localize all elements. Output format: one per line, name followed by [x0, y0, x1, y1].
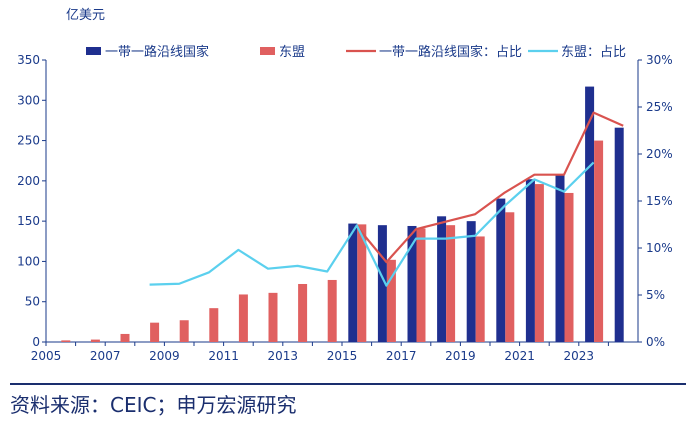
y-left-tick-label: 250	[17, 134, 40, 148]
bar	[90, 339, 100, 342]
y-left-tick-label: 350	[17, 53, 40, 67]
bar	[564, 192, 574, 342]
bar	[377, 225, 387, 342]
bar	[614, 127, 624, 343]
legend-label: 一带一路沿线国家	[105, 44, 209, 60]
bar	[268, 292, 278, 342]
source-note: 资料来源：CEIC；申万宏源研究	[10, 393, 297, 417]
bar	[416, 228, 426, 342]
bar	[348, 223, 358, 342]
y-right-tick-label: 15%	[646, 194, 673, 208]
bar	[120, 333, 130, 342]
x-tick-label: 2019	[445, 349, 476, 363]
x-tick-label: 2007	[90, 349, 121, 363]
bar	[407, 225, 417, 342]
legend-swatch	[260, 47, 275, 55]
x-tick-label: 2015	[327, 349, 358, 363]
series-line	[149, 161, 595, 287]
legend-label: 东盟	[279, 45, 305, 60]
legend-label: 一带一路沿线国家：占比	[379, 44, 522, 60]
bars	[61, 86, 624, 343]
bar	[525, 179, 535, 342]
bar	[446, 225, 456, 342]
source-divider	[10, 383, 686, 385]
x-tick-label: 2013	[268, 349, 299, 363]
y-right-tick-label: 10%	[646, 241, 673, 255]
x-tick-label: 2009	[149, 349, 180, 363]
bar	[466, 221, 476, 342]
legend-label: 东盟：占比	[561, 45, 626, 60]
y-right-tick-label: 0%	[646, 335, 665, 349]
bar	[327, 279, 337, 342]
y-right-tick-label: 5%	[646, 288, 665, 302]
y-left-tick-label: 150	[17, 214, 40, 228]
bar	[555, 175, 565, 342]
y-left-tick-label: 100	[17, 254, 40, 268]
chart: 0 50 100 150 200 250 300 350 0% 5% 10% 15% 20% 25% 30%…	[17, 8, 673, 363]
y-right-tick-label: 20%	[646, 147, 673, 161]
bar	[298, 283, 308, 342]
tick-labels: 0 50 100 150 200 250 300 350 0% 5% 10% 15% 20% 25% 30%…	[17, 53, 673, 363]
bar	[238, 294, 248, 342]
bar	[61, 340, 71, 342]
x-tick-label: 2011	[208, 349, 239, 363]
y-right-tick-label: 25%	[646, 100, 673, 114]
lines	[149, 111, 624, 287]
y-right-tick-label: 30%	[646, 53, 673, 67]
bar	[585, 86, 595, 343]
bar	[150, 322, 160, 342]
bar	[437, 216, 447, 342]
legend-swatch	[86, 47, 101, 55]
bar	[209, 308, 219, 342]
series-line	[355, 111, 624, 264]
legend: 一带一路沿线国家 东盟 一带一路沿线国家：占比 东盟：占比	[86, 44, 626, 60]
bar	[496, 198, 506, 342]
x-tick-label: 2005	[31, 349, 62, 363]
bar	[594, 140, 604, 342]
x-tick-label: 2017	[386, 349, 417, 363]
y-left-tick-label: 200	[17, 174, 40, 188]
y-left-tick-label: 50	[25, 295, 40, 309]
y-left-tick-label: 300	[17, 93, 40, 107]
bar	[386, 259, 396, 342]
bar	[357, 224, 367, 342]
y-left-unit: 亿美元	[66, 8, 105, 23]
bar	[179, 320, 189, 342]
x-tick-label: 2021	[504, 349, 535, 363]
bar	[475, 236, 485, 342]
bar	[534, 184, 544, 342]
axes	[42, 59, 642, 346]
x-tick-label: 2023	[564, 349, 595, 363]
y-left-tick-label: 0	[32, 335, 40, 349]
bar	[505, 212, 515, 342]
